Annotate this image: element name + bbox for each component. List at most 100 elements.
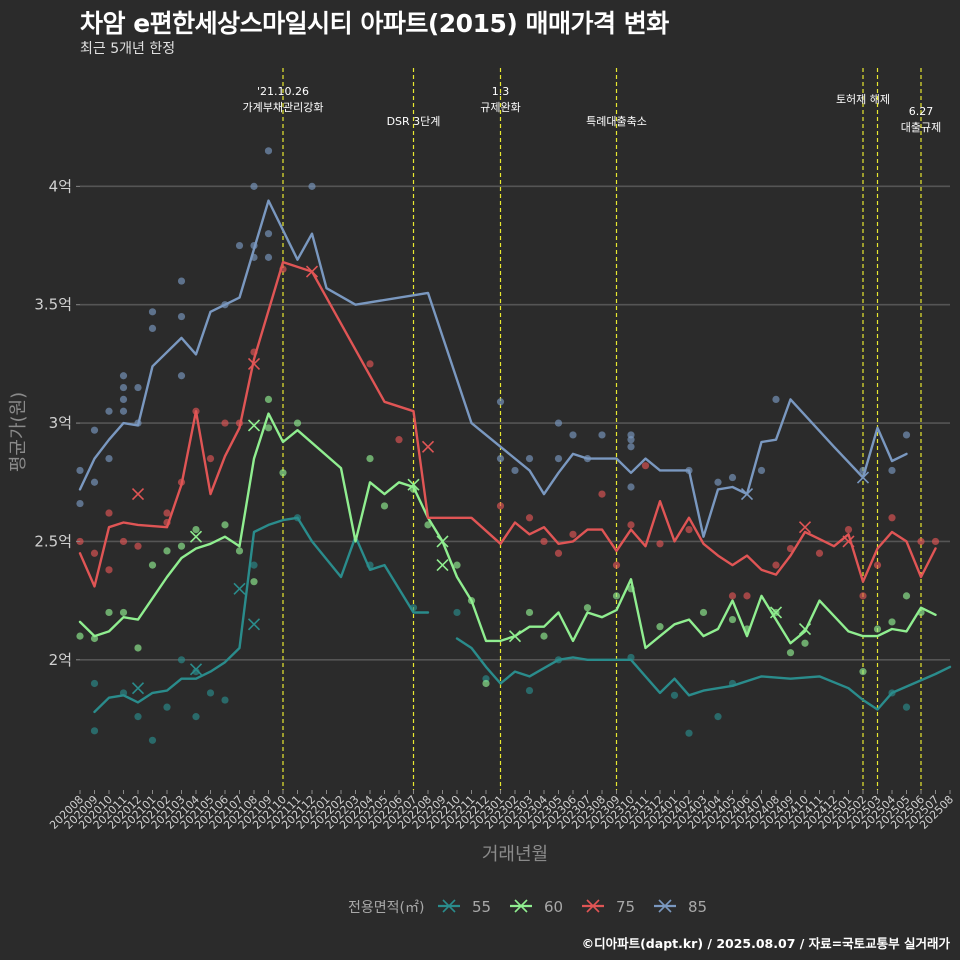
series-75-point — [598, 490, 606, 498]
series-85-line — [78, 199, 908, 538]
series-75-point — [743, 592, 751, 600]
series-60-point — [148, 561, 157, 569]
series-75-point — [540, 537, 548, 546]
series-85-point — [76, 499, 84, 508]
series-55-point — [163, 703, 171, 711]
series-85-point — [714, 478, 722, 486]
series-60-point — [540, 632, 548, 640]
x-mark-stroke — [247, 357, 261, 370]
event-label: 1.3 — [492, 85, 510, 98]
series-75-point — [873, 561, 882, 569]
series-60-point — [177, 542, 186, 550]
series-55-point — [685, 729, 693, 737]
series-75-point — [90, 549, 99, 557]
series-75-x-mark — [131, 488, 145, 501]
series-55-x-mark — [189, 663, 203, 676]
series-60-point — [525, 608, 534, 617]
x-mark-stroke — [436, 535, 449, 548]
series-60-x-mark — [247, 419, 261, 432]
series-75-point — [496, 502, 505, 510]
legend-key-x — [658, 899, 672, 913]
event-label: 대출규제 — [901, 121, 941, 134]
series-75-point — [221, 419, 229, 427]
series-85-point — [888, 466, 896, 475]
series-85-point — [119, 383, 128, 392]
x-mark-stroke — [740, 488, 754, 501]
series-55-point — [192, 713, 200, 721]
series-75-point — [119, 537, 128, 546]
legend-item-85: 85 — [654, 898, 707, 916]
y-axis-title: 평균가(원) — [8, 392, 29, 472]
series-55-x-mark — [247, 618, 261, 631]
series-60-point — [250, 578, 258, 586]
series-75-point — [395, 436, 403, 444]
event-label: 규제완화 — [480, 101, 520, 114]
series-60-point — [279, 469, 287, 477]
chart-subtitle: 최근 5개년 한정 — [80, 41, 176, 57]
legend-label: 60 — [544, 898, 563, 916]
series-60-point — [873, 625, 882, 633]
series-60-point — [786, 649, 795, 657]
x-mark-stroke — [421, 440, 435, 453]
series-55-point — [90, 727, 99, 735]
series-55-point — [902, 703, 911, 711]
series-85-point — [105, 454, 113, 463]
series-75-line — [78, 260, 937, 588]
y-tick-label: 2.5억 — [34, 532, 72, 550]
series-85-point — [627, 483, 635, 491]
series-85-point — [308, 182, 316, 190]
series-75-point — [656, 540, 664, 548]
series-60-point — [888, 618, 896, 626]
series-55-x-mark — [131, 682, 145, 695]
y-tick-label: 2억 — [49, 651, 72, 669]
series-55-point — [90, 679, 99, 688]
legend-item-75: 75 — [582, 898, 635, 916]
x-mark-stroke — [247, 618, 261, 631]
x-mark-stroke — [189, 663, 203, 676]
event-label: 특례대출축소 — [586, 115, 647, 128]
series-75-point — [772, 561, 780, 569]
series-60-point — [134, 644, 142, 652]
event-label: DSR 3단계 — [387, 115, 441, 128]
series-55-point — [670, 691, 679, 699]
series-85-point — [148, 324, 157, 332]
series-85-point — [627, 443, 635, 451]
series-60-point — [699, 608, 708, 617]
series-75-point — [163, 509, 171, 517]
series-85-point — [105, 407, 113, 415]
y-tick-label: 3.5억 — [34, 296, 72, 314]
series-75-x-mark — [305, 265, 319, 278]
series-55-point — [714, 713, 722, 721]
series-75-point — [844, 526, 853, 534]
series-75-point — [931, 537, 940, 546]
x-mark-stroke — [131, 488, 145, 501]
series-85-point — [250, 182, 258, 190]
legend-item-55: 55 — [438, 898, 491, 916]
series-55-point — [525, 686, 534, 695]
series-60-line — [78, 412, 937, 650]
series-75-point — [105, 509, 113, 517]
series-60-point — [119, 608, 128, 617]
series-60-point — [380, 502, 389, 510]
series-60-point — [235, 547, 244, 555]
series-75-x-mark — [421, 440, 435, 453]
legend-key-x — [586, 899, 600, 913]
series-85-point — [264, 147, 273, 155]
series-85-point — [598, 431, 606, 439]
series-75-point — [627, 521, 635, 529]
x-mark-stroke — [247, 419, 261, 432]
series-85-point — [177, 312, 186, 321]
series-75-point — [612, 561, 621, 569]
series-75-point — [685, 526, 693, 534]
series-85-point — [511, 466, 519, 475]
series-75-point — [525, 514, 534, 522]
series-85-point — [554, 419, 563, 427]
series-60-point — [728, 615, 737, 624]
series-85-point — [728, 473, 737, 482]
series-85-point — [119, 372, 128, 380]
series-55-point — [134, 713, 142, 721]
y-tick-label: 3억 — [49, 414, 72, 432]
legend-key-x — [514, 899, 528, 913]
